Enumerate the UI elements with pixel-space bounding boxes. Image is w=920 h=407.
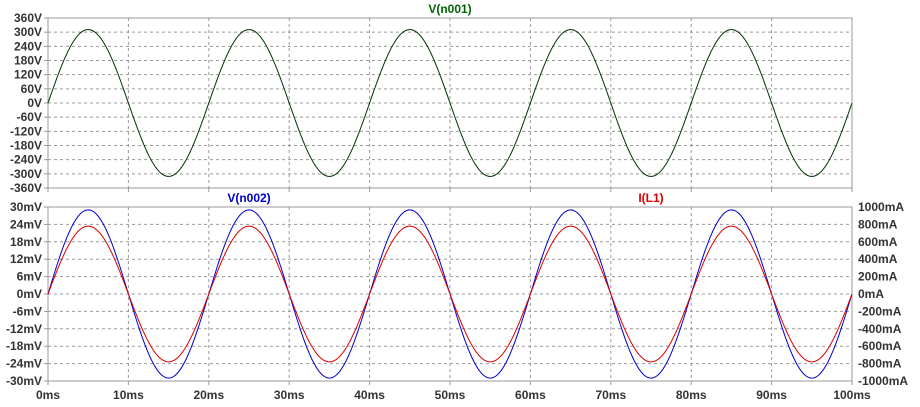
x-tick-label-40ms: 40ms (354, 388, 385, 402)
x-tick-label-30ms: 30ms (274, 388, 305, 402)
legend-label-i-l1: I(L1) (638, 191, 663, 205)
top-panel-y-tick-label-180v: 180V (14, 54, 42, 68)
bottom-panel-y2-tick-label-400ma: -400mA (858, 322, 902, 336)
bottom-panel-y-tick-label-6mv: 6mV (17, 270, 42, 284)
x-tick-label-50ms: 50ms (435, 388, 466, 402)
x-tick-label-0ms: 0ms (36, 388, 60, 402)
bottom-panel-y2-tick-label-600ma: 600mA (858, 235, 898, 249)
bottom-panel-y-tick-label-18mv: 18mV (10, 235, 42, 249)
bottom-panel-y2-tick-label-200ma: 200mA (858, 270, 898, 284)
top-panel-y-tick-label-120v: -120V (10, 124, 42, 138)
top-panel-y-tick-label-180v: -180V (10, 139, 42, 153)
top-panel-y-tick-label-300v: -300V (10, 167, 42, 181)
bottom-panel-y-tick-label-24mv: -24mV (6, 357, 42, 371)
bottom-panel-y2-tick-label-1000ma: 1000mA (858, 200, 904, 214)
bottom-panel-y2-tick-label-0ma: 0mA (858, 287, 884, 301)
x-tick-label-70ms: 70ms (595, 388, 626, 402)
bottom-panel-y2-tick-label-800ma: 800mA (858, 217, 898, 231)
top-panel-y-tick-label-60v: -60V (17, 110, 42, 124)
top-panel-y-tick-label-240v: -240V (10, 153, 42, 167)
bottom-panel-y-tick-label-0mv: 0mV (17, 287, 42, 301)
series-line-v-n001[interactable] (47, 29, 853, 177)
bottom-panel[interactable]: 30mV 24mV 18mV 12mV 6mV 0mV -6mV -12mV -18mV -24m… (6, 191, 908, 402)
bottom-panel-y2-tick-label-800ma: -800mA (858, 357, 902, 371)
bottom-panel-y-tick-label-24mv: 24mV (10, 217, 42, 231)
bottom-panel-y-tick-label-12mv: 12mV (10, 252, 42, 266)
top-panel-title: V(n001) (428, 2, 471, 16)
bottom-panel-y-tick-label-18mv: -18mV (6, 339, 42, 353)
top-panel-y-tick-label-360v: 360V (14, 11, 42, 25)
top-panel[interactable]: 360V300V240V180V120V60V0V-60V-120V-180V-… (10, 2, 853, 195)
top-panel-y-tick-label-60v: 60V (21, 82, 42, 96)
top-panel-y-tick-label-300v: 300V (14, 25, 42, 39)
series-line-i-l1[interactable] (47, 225, 853, 363)
legend-label-v-n002: V(n002) (227, 191, 270, 205)
x-tick-label-80ms: 80ms (676, 388, 707, 402)
bottom-panel-y2-tick-label-200ma: -200mA (858, 304, 902, 318)
bottom-panel-y-tick-label-12mv: -12mV (6, 322, 42, 336)
bottom-panel-y2-tick-label-400ma: 400mA (858, 252, 898, 266)
top-panel-y-tick-label-0v: 0V (27, 96, 42, 110)
top-panel-y-tick-label-120v: 120V (14, 68, 42, 82)
bottom-panel-y2-tick-label-600ma: -600mA (858, 339, 902, 353)
top-panel-y-tick-label-360v: -360V (10, 181, 42, 195)
bottom-panel-y-tick-label-30mv: 30mV (10, 200, 42, 214)
x-tick-label-100ms: 100ms (833, 388, 871, 402)
top-panel-y-tick-label-240v: 240V (14, 39, 42, 53)
x-tick-label-90ms: 90ms (756, 388, 787, 402)
bottom-panel-y-tick-label-30mv: -30mV (6, 374, 42, 388)
bottom-panel-y2-tick-label-1000ma: -1000mA (858, 374, 908, 388)
bottom-panel-y-tick-label-6mv: -6mV (13, 304, 42, 318)
x-tick-label-20ms: 20ms (193, 388, 224, 402)
x-tick-label-60ms: 60ms (515, 388, 546, 402)
x-tick-label-10ms: 10ms (113, 388, 144, 402)
